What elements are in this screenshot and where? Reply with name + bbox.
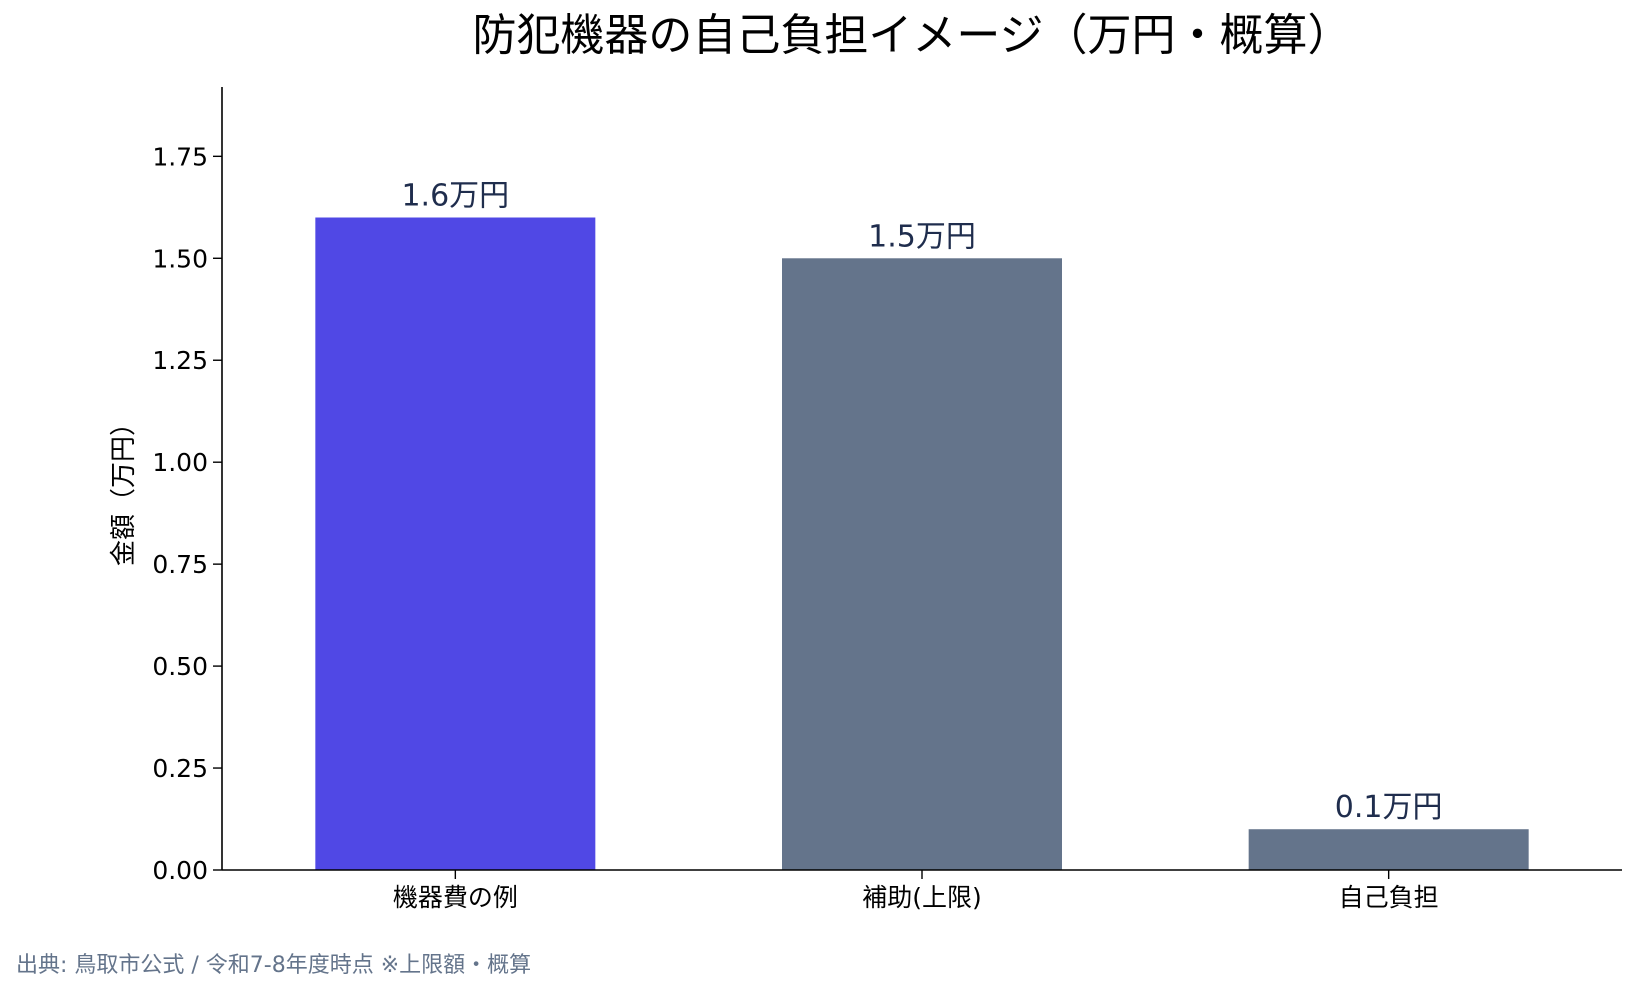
bar [782,258,1062,870]
x-axis-ticks: 機器費の例 補助(上限) 自己負担 [393,870,1439,912]
y-axis-ticks: 0.00 0.25 0.50 0.75 1.00 1.25 1.50 1.75 [152,142,222,885]
chart-title: 防犯機器の自己負担イメージ（万円・概算） [472,10,1351,61]
source-note: 出典: 鳥取市公式 / 令和7-8年度時点 ※上限額・概算 [16,953,531,978]
bar-value-label: 1.5万円 [868,219,976,254]
y-tick-label: 0.25 [152,754,208,783]
x-tick-label: 補助(上限) [862,883,982,912]
bar [315,217,596,870]
y-tick-label: 1.25 [152,346,208,375]
y-tick-label: 1.75 [152,142,208,171]
x-tick-label: 自己負担 [1339,883,1439,912]
y-tick-label: 0.75 [152,550,208,579]
x-tick-label: 機器費の例 [393,883,518,912]
value-labels-group: 1.6万円 1.5万円 0.1万円 [401,179,1442,826]
bars-group [315,217,1529,870]
bar-value-label: 1.6万円 [401,179,509,214]
y-axis-label: 金額（万円） [109,410,139,566]
bar [1248,829,1529,870]
y-tick-label: 0.50 [152,652,208,681]
y-tick-label: 0.00 [152,856,208,885]
bar-value-label: 0.1万円 [1335,790,1443,825]
y-tick-label: 1.50 [152,244,208,273]
y-tick-label: 1.00 [152,448,208,477]
